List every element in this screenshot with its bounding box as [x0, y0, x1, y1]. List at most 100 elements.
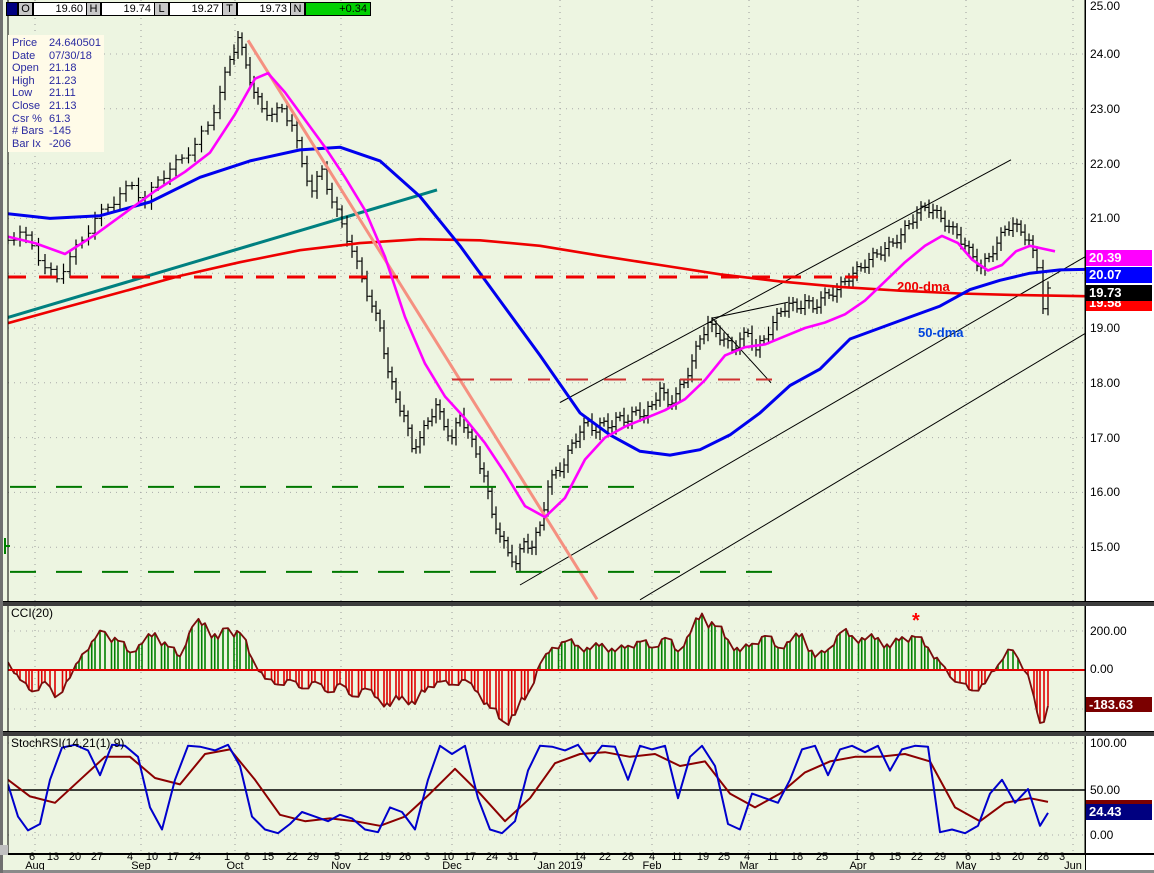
x-axis-day-label: 8 [868, 851, 876, 863]
x-axis-day-label: 19 [696, 851, 710, 863]
x-axis-day-label: 26 [398, 851, 412, 863]
cci-panel-title: CCI(20) [11, 606, 54, 620]
x-axis-day-label: 8 [243, 851, 251, 863]
cci-signal-marker: * [912, 610, 920, 632]
x-axis-month-label: Jan 2019 [537, 860, 583, 872]
stochrsi-signal-tag [1086, 800, 1152, 804]
stochrsi-line [8, 743, 1049, 835]
quote-field-value: 19.27 [169, 2, 223, 16]
y-axis-label: 25.00 [1090, 0, 1121, 13]
x-axis-day-label: 11 [767, 851, 779, 863]
x-axis-day-label: 12 [356, 851, 370, 863]
x-axis-day-label: 15 [261, 851, 275, 863]
x-axis-day-label: 4 [743, 851, 751, 863]
x-axis-day-label: 28 [1036, 851, 1050, 863]
stochrsi-signal-line [8, 748, 1049, 827]
y-axis-label: 18.00 [1090, 375, 1121, 390]
x-axis-day-label: 20 [68, 851, 82, 863]
x-axis-month-label: Mar [739, 860, 759, 872]
x-axis-month-label: Dec [442, 860, 462, 872]
x-axis-month-label: Aug [25, 860, 45, 872]
pennant-bottom [711, 317, 772, 384]
x-axis-day-label: 5 [333, 851, 341, 863]
x-axis-day-label: 1 [853, 851, 861, 863]
cci-axis-label: 200.00 [1090, 624, 1127, 638]
x-axis-day-label: 4 [126, 851, 134, 863]
window-bottom-border [0, 870, 1154, 873]
x-axis-month-label: Oct [226, 860, 244, 872]
x-axis-day-label: 24 [485, 851, 499, 863]
stochrsi-axis-label: 50.00 [1090, 783, 1121, 797]
x-axis-month-label: May [955, 860, 977, 872]
x-axis-day-label: 24 [188, 851, 202, 863]
x-axis-day-label: 27 [90, 851, 104, 863]
y-axis-label: 16.00 [1090, 485, 1121, 500]
y-axis-label: 24.00 [1090, 47, 1121, 61]
price-tag: 20.07 [1086, 267, 1152, 283]
quote-field-label: N [290, 2, 305, 16]
panel-separator[interactable] [0, 731, 1154, 736]
x-axis-day-label: 29 [306, 851, 320, 863]
x-axis-day-label: 4 [648, 851, 656, 863]
x-axis-day-label: 18 [790, 851, 804, 863]
y-axis-label: 21.00 [1090, 211, 1121, 226]
x-axis-day-label: 13 [46, 851, 60, 863]
close-ticks [8, 37, 1051, 565]
channel-middle [519, 256, 1085, 586]
channel-lower [639, 333, 1085, 601]
x-axis-line [0, 853, 1154, 855]
quote-field-label: O [18, 2, 33, 16]
data-window-row: # Bars -145 [12, 125, 72, 138]
price-tag: 20.39 [1086, 250, 1152, 266]
data-window-row: High 21.23 [12, 74, 77, 87]
x-axis-day-label: 3 [1058, 851, 1066, 863]
panel-separator[interactable] [0, 601, 1154, 606]
x-axis-day-label: 25 [815, 851, 829, 863]
data-window-row: Csr % 61.3 [12, 112, 71, 125]
x-axis-day-label: 17 [166, 851, 180, 863]
x-axis-month-label: Nov [331, 860, 351, 872]
y-axis-label: 19.00 [1090, 321, 1121, 335]
x-axis-day-label: 1 [223, 851, 231, 863]
cci-bars-negative [13, 670, 1049, 725]
x-axis-day-label: 10 [441, 851, 455, 863]
x-axis-day-label: 29 [933, 851, 947, 863]
partial-bar-marker [6, 545, 10, 547]
quote-field-label: H [86, 2, 101, 16]
symbol-color-swatch [6, 2, 18, 16]
x-axis-day-label: 31 [506, 851, 520, 863]
x-axis-month-label: Sep [131, 860, 151, 872]
x-axis-day-label: 20 [1011, 851, 1025, 863]
data-window-row: Bar Ix -206 [12, 137, 72, 150]
y-axis-label: 15.00 [1090, 540, 1121, 555]
pennant-top [711, 301, 789, 319]
x-axis-day-label: 22 [910, 851, 924, 863]
stochrsi-panel-title: StochRSI(14,21(1),9) [11, 736, 125, 750]
quote-field-label: T [222, 2, 237, 16]
data-window-row: Date 07/30/18 [12, 49, 92, 62]
x-axis-day-label: 6 [28, 851, 36, 863]
cci-value-tag: -183.63 [1086, 697, 1152, 712]
quote-field-value: 19.74 [101, 2, 155, 16]
quote-field-label: L [154, 2, 169, 16]
x-axis-day-label: 3 [423, 851, 431, 863]
stochrsi-axis-label: 100.00 [1090, 736, 1127, 750]
stochrsi-axis-label: 0.00 [1090, 828, 1114, 842]
data-window-row: Low 21.11 [12, 87, 76, 100]
x-axis-day-label: 7 [531, 851, 539, 863]
x-axis-month-label: Jun [1064, 860, 1082, 872]
x-axis-day-label: 22 [598, 851, 612, 863]
cci-envelope-line [8, 612, 1049, 726]
quote-field-value: 19.60 [33, 2, 87, 16]
price-axis-column [1085, 0, 1154, 873]
x-axis-month-label: Feb [642, 860, 662, 872]
data-window-row: Open 21.18 [12, 62, 77, 75]
ma50-annotation: 50-dma [918, 325, 964, 340]
quote-field-value: +0.34 [305, 2, 371, 16]
x-axis-day-label: 25 [717, 851, 731, 863]
x-axis-month-label: Apr [849, 860, 867, 872]
price-tag: 19.73 [1086, 285, 1152, 301]
quote-field-value: 19.73 [237, 2, 291, 16]
